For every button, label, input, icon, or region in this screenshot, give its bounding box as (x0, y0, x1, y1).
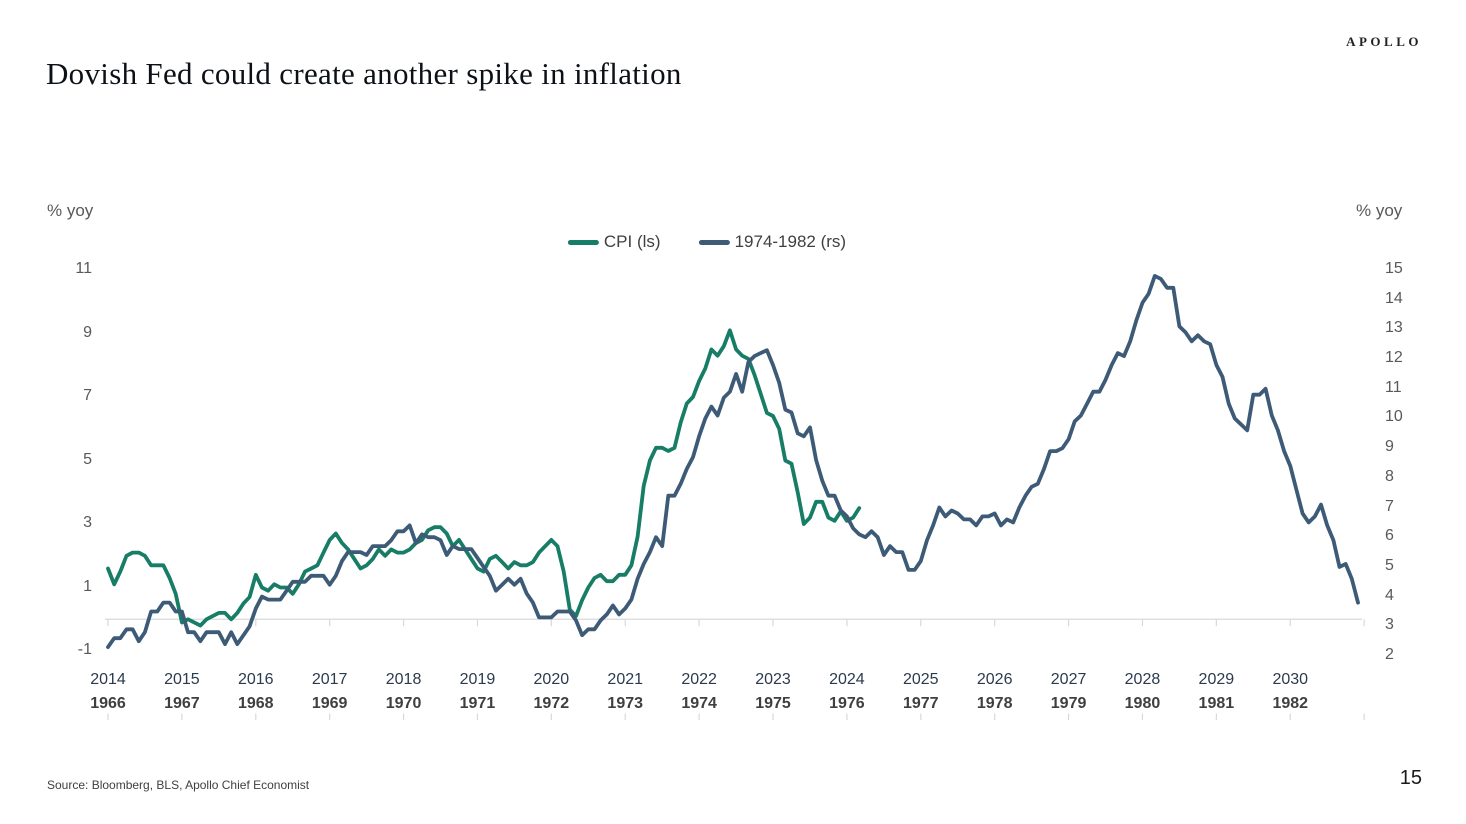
x-axis-year-primary: 2014 (90, 671, 126, 688)
x-axis-year-primary: 2019 (459, 671, 496, 688)
x-axis-year-primary: 2023 (755, 671, 791, 688)
right-axis-tick: 10 (1385, 408, 1403, 426)
right-axis-tick: 13 (1385, 319, 1403, 337)
left-axis-tick: 7 (83, 387, 92, 404)
legend-label-1974-1982: 1974-1982 (rs) (734, 232, 847, 251)
x-axis-year-secondary: 1979 (1050, 695, 1087, 712)
x-axis-year-primary: 2021 (607, 671, 644, 688)
right-axis-tick: 4 (1385, 586, 1394, 604)
x-axis-year-primary: 2015 (164, 671, 200, 688)
right-axis-tick: 3 (1385, 616, 1394, 634)
chart-legend: CPI (ls) 1974-1982 (rs) (567, 232, 847, 252)
right-axis-ticks: 15 14 13 12 11 10 9 8 7 6 5 4 3 2 (1385, 0, 1429, 824)
right-axis-tick: 12 (1385, 349, 1403, 367)
right-axis-tick: 5 (1385, 556, 1394, 574)
x-axis-year-secondary: 1970 (385, 695, 422, 712)
x-axis-year-secondary: 1982 (1272, 695, 1309, 712)
x-axis-year-primary: 2017 (311, 671, 348, 688)
right-axis-tick: 6 (1385, 527, 1394, 545)
right-axis-tick: 15 (1385, 260, 1403, 277)
right-axis-tick: 14 (1385, 289, 1403, 307)
x-axis-year-primary: 2024 (829, 671, 865, 688)
left-axis-tick: 5 (83, 450, 92, 468)
left-axis-ticks: 11 9 7 5 3 1 -1 (38, 0, 92, 824)
apollo-logo: APOLLO (1346, 34, 1422, 49)
x-axis-year-secondary: 1981 (1198, 695, 1235, 712)
x-axis-year-secondary: 1971 (459, 695, 496, 712)
left-axis-tick: 11 (75, 260, 92, 277)
x-axis-year-primary: 2027 (1050, 671, 1087, 688)
x-axis-year-primary: 2022 (681, 671, 717, 688)
left-axis-tick: 3 (83, 514, 92, 531)
right-axis-unit-label: % yoy (1356, 201, 1403, 220)
source-note: Source: Bloomberg, BLS, Apollo Chief Eco… (47, 778, 310, 792)
x-axis-year-primary: 2026 (976, 671, 1013, 688)
left-axis-tick: 1 (83, 577, 92, 595)
x-axis-year-secondary: 1966 (90, 695, 126, 712)
x-axis-year-primary: 2018 (385, 671, 422, 688)
left-axis-unit-label: % yoy (47, 201, 94, 220)
legend-item-cpi: CPI (ls) (567, 232, 661, 252)
x-axis-year-secondary: 1968 (237, 695, 274, 712)
x-axis-year-secondary: 1967 (164, 695, 200, 712)
right-axis-tick: 9 (1385, 438, 1394, 456)
legend-label-cpi: CPI (ls) (603, 232, 661, 251)
x-axis-year-secondary: 1978 (976, 695, 1013, 712)
x-axis-year-secondary: 1976 (829, 695, 865, 712)
right-axis-tick: 8 (1385, 467, 1394, 485)
x-axis-year-primary: 2030 (1272, 671, 1309, 688)
x-axis-year-secondary: 1969 (311, 695, 348, 712)
x-axis-year-secondary: 1972 (533, 695, 570, 712)
series-line-cpi (106, 328, 862, 628)
left-axis-tick: 9 (83, 323, 92, 341)
x-axis-year-primary: 2028 (1124, 671, 1161, 688)
x-axis-year-primary: 2020 (533, 671, 570, 688)
x-axis-year-secondary: 1975 (755, 695, 791, 712)
right-axis-tick: 7 (1385, 497, 1394, 515)
x-axis-year-secondary: 1973 (607, 695, 644, 712)
analog-line-swatch (698, 239, 730, 245)
x-axis-year-primary: 2025 (902, 671, 939, 688)
x-axis-year-secondary: 1980 (1124, 695, 1161, 712)
cpi-line-swatch (567, 239, 599, 245)
right-axis-tick: 2 (1385, 645, 1394, 663)
x-axis-year-secondary: 1974 (681, 695, 717, 712)
series-line-1974-1982 (106, 273, 1360, 649)
page-title: Dovish Fed could create another spike in… (46, 56, 682, 91)
legend-item-1974-1982: 1974-1982 (rs) (698, 232, 847, 252)
left-axis-tick: -1 (77, 641, 92, 658)
page-number: 15 (1399, 767, 1422, 789)
right-axis-tick: 11 (1385, 378, 1402, 396)
x-axis-year-primary: 2016 (237, 671, 274, 688)
x-axis-year-primary: 2029 (1198, 671, 1235, 688)
x-axis-year-secondary: 1977 (902, 695, 939, 712)
